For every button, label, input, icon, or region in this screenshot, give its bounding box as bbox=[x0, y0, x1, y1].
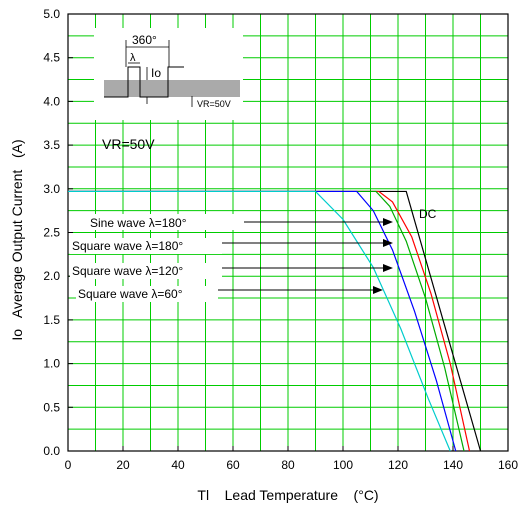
y-tick-label: 5.0 bbox=[43, 7, 60, 21]
series-line-1 bbox=[68, 190, 482, 452]
y-tick-label: 1.0 bbox=[43, 357, 60, 371]
y-tick-label: 1.5 bbox=[43, 313, 60, 327]
x-tick-label: 0 bbox=[65, 458, 72, 472]
series-line-5 bbox=[68, 190, 451, 452]
x-tick-label: 20 bbox=[116, 458, 130, 472]
x-tick-label: 60 bbox=[226, 458, 240, 472]
legend-label-sine-180: Sine wave λ=180° bbox=[90, 216, 187, 230]
inset-waveform bbox=[104, 66, 184, 98]
inset-lambda-label: λ bbox=[130, 52, 136, 64]
waveform-inset: 360° λ Io VR=50V bbox=[94, 28, 243, 120]
legend-label-bg-3 bbox=[70, 263, 222, 279]
x-axis-label: Tl Lead Temperature (°C) bbox=[197, 487, 378, 503]
legend-arrowhead-2 bbox=[383, 239, 393, 247]
series-line-4 bbox=[68, 190, 457, 452]
y-tick-label: 0.0 bbox=[43, 444, 60, 458]
legend-arrowhead-4 bbox=[373, 286, 383, 294]
legend-label-square-120: Square wave λ=120° bbox=[72, 264, 183, 278]
inset-grey-band bbox=[104, 80, 240, 97]
y-tick-label: 2.5 bbox=[43, 226, 60, 240]
y-tick-label: 2.0 bbox=[43, 269, 60, 283]
legend-arrowhead-1 bbox=[383, 218, 393, 226]
condition-label: VR=50V bbox=[102, 136, 155, 152]
series-line-3 bbox=[68, 190, 465, 452]
y-axis-label: Io Average Output Current (A) bbox=[9, 139, 25, 340]
line-label-dc: DC bbox=[419, 207, 437, 221]
x-tick-label: 120 bbox=[388, 458, 408, 472]
inset-vr-label: VR=50V bbox=[197, 99, 231, 109]
legend-label-square-180: Square wave λ=180° bbox=[72, 239, 183, 253]
legend-label-bg-2 bbox=[70, 238, 222, 254]
series-line-2 bbox=[68, 190, 471, 452]
legend-label-bg-4 bbox=[76, 286, 218, 302]
y-tick-label: 3.5 bbox=[43, 138, 60, 152]
inset-io-label: Io bbox=[151, 66, 161, 80]
x-tick-label: 40 bbox=[171, 458, 185, 472]
y-tick-label: 0.5 bbox=[43, 400, 60, 414]
x-tick-label: 80 bbox=[281, 458, 295, 472]
legend-label-bg-1 bbox=[88, 214, 246, 230]
x-tick-label: 100 bbox=[333, 458, 353, 472]
inset-360-label: 360° bbox=[132, 33, 157, 47]
legend-arrowhead-3 bbox=[383, 264, 393, 272]
y-tick-label: 4.5 bbox=[43, 51, 60, 65]
x-tick-label: 160 bbox=[498, 458, 518, 472]
x-tick-label: 140 bbox=[443, 458, 463, 472]
y-tick-label: 4.0 bbox=[43, 94, 60, 108]
ticks: 0 20 40 60 80 100 120 140 160 0.0 0.5 1.0 1.5 2.0 2.5 3… bbox=[43, 7, 518, 472]
series bbox=[68, 190, 482, 452]
y-tick-label: 3.0 bbox=[43, 182, 60, 196]
legend: Sine wave λ=180° Square wave λ=180° Squa… bbox=[70, 214, 393, 302]
legend-label-square-60: Square wave λ=60° bbox=[78, 287, 183, 301]
